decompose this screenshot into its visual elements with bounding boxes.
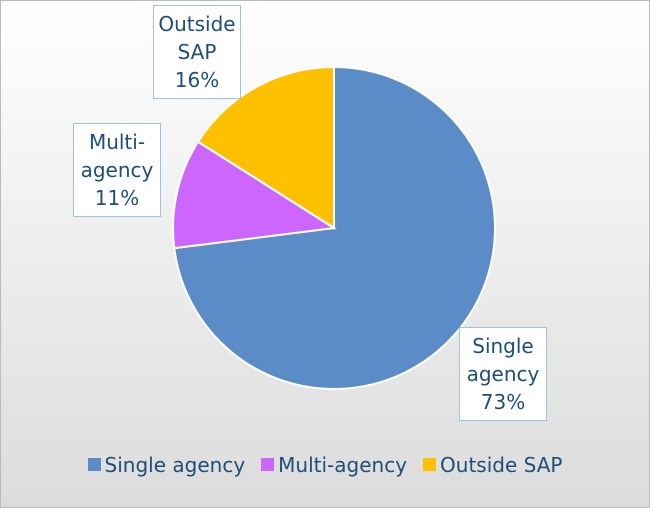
label-category: Multi-agency bbox=[80, 130, 154, 182]
legend-swatch bbox=[423, 458, 437, 471]
data-label: Multi-agency 11% bbox=[73, 123, 161, 217]
legend: Single agency Multi-agency Outside SAP bbox=[1, 453, 649, 477]
pie-slice bbox=[196, 65, 335, 230]
label-value: 16% bbox=[174, 68, 220, 92]
label-category: Outside SAP bbox=[158, 12, 236, 64]
label-category: Single agency bbox=[466, 334, 540, 386]
legend-label: Multi-agency bbox=[278, 453, 408, 477]
legend-label: Outside SAP bbox=[440, 453, 563, 477]
legend-item: Single agency bbox=[87, 453, 246, 477]
data-label: Single agency 73% bbox=[459, 327, 547, 421]
pie-slice bbox=[172, 140, 337, 250]
legend-swatch bbox=[261, 458, 275, 471]
legend-label: Single agency bbox=[104, 453, 246, 477]
legend-swatch bbox=[87, 458, 101, 471]
legend-item: Multi-agency bbox=[261, 453, 407, 477]
data-label: Outside SAP 16% bbox=[153, 5, 241, 99]
label-value: 11% bbox=[94, 186, 140, 210]
label-value: 73% bbox=[480, 390, 526, 414]
legend-item: Outside SAP bbox=[423, 453, 562, 477]
